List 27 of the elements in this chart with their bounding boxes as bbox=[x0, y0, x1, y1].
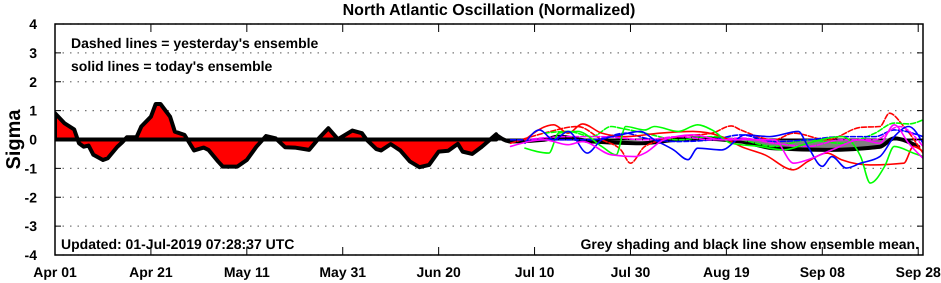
line-series bbox=[510, 124, 923, 164]
x-tick-label: Sep 08 bbox=[800, 264, 846, 280]
x-tick-label: Aug 19 bbox=[703, 264, 750, 280]
line-series bbox=[524, 124, 923, 184]
y-axis-title: Sigma bbox=[3, 108, 25, 170]
x-tick-label: May 31 bbox=[319, 264, 366, 280]
x-tick-label: Jul 10 bbox=[514, 264, 555, 280]
y-tick-label: -4 bbox=[24, 247, 38, 263]
y-tick-label: -3 bbox=[24, 218, 38, 234]
annotation: solid lines = today's ensemble bbox=[71, 58, 273, 74]
x-tick-label: Jul 30 bbox=[610, 264, 651, 280]
annotation: Updated: 01-Jul-2019 07:28:37 UTC bbox=[61, 236, 294, 252]
annotation: Grey shading and black line show ensemble mean. bbox=[580, 236, 919, 252]
x-tick-label: Apr 01 bbox=[33, 264, 77, 280]
chart-title: North Atlantic Oscillation (Normalized) bbox=[342, 2, 636, 19]
x-tick-label: May 11 bbox=[224, 264, 270, 280]
y-tick-label: 0 bbox=[29, 132, 38, 148]
x-tick-label: Apr 21 bbox=[129, 264, 173, 280]
y-tick-label: 1 bbox=[29, 102, 38, 119]
x-tick-label: Jun 20 bbox=[416, 264, 462, 280]
y-tick-label: 2 bbox=[29, 74, 38, 90]
y-tick-label: 3 bbox=[29, 44, 38, 61]
y-tick-label: -2 bbox=[24, 189, 38, 206]
x-tick-label: Sep 28 bbox=[896, 264, 941, 280]
y-tick-label: -1 bbox=[24, 160, 38, 176]
annotation: Dashed lines = yesterday's ensemble bbox=[71, 35, 319, 51]
y-tick-label: 4 bbox=[29, 16, 38, 32]
